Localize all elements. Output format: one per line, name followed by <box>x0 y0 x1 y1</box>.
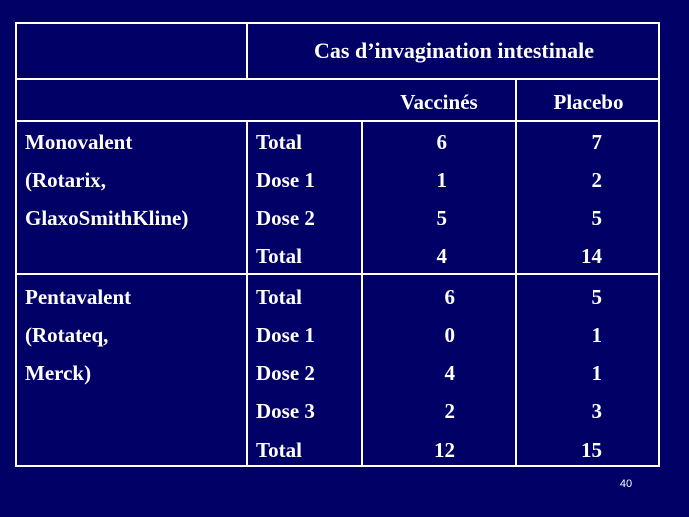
table-rule-group <box>15 273 660 275</box>
vaccines-value: 6 <box>444 285 456 309</box>
results-table <box>15 22 660 467</box>
row-label: Dose 1 <box>256 168 315 192</box>
vaccines-value: 4 <box>444 361 456 385</box>
table-rule-col2 <box>361 120 363 467</box>
placebo-value: 1 <box>591 361 603 385</box>
placebo-value: 5 <box>591 206 603 230</box>
vaccines-value: 5 <box>436 206 448 230</box>
group-name-line: Merck) <box>25 361 92 385</box>
row-label: Dose 2 <box>256 206 315 230</box>
table-rule-col3 <box>515 80 517 467</box>
group-name-line: (Rotateq, <box>25 323 109 347</box>
slide-number: 40 <box>619 478 633 490</box>
vaccines-value: 1 <box>436 168 448 192</box>
group-name-line: GlaxoSmithKline) <box>25 206 189 230</box>
placebo-value: 14 <box>581 244 602 268</box>
group-name-line: (Rotarix, <box>25 168 107 192</box>
placebo-value: 2 <box>591 168 603 192</box>
row-label: Dose 1 <box>256 323 315 347</box>
vaccines-value: 2 <box>444 399 456 423</box>
row-label: Total <box>256 130 302 154</box>
table-rule-col1 <box>246 22 248 80</box>
placebo-value: 1 <box>591 323 603 347</box>
vaccines-value: 4 <box>436 244 448 268</box>
column-header-vaccines: Vaccinés <box>400 90 478 114</box>
table-rule-header <box>15 78 660 80</box>
row-label: Total <box>256 438 302 462</box>
placebo-value: 15 <box>581 438 602 462</box>
table-title: Cas d’invagination intestinale <box>314 38 594 63</box>
placebo-value: 3 <box>591 399 603 423</box>
column-header-placebo: Placebo <box>553 90 624 114</box>
row-label: Dose 2 <box>256 361 315 385</box>
row-label: Total <box>256 285 302 309</box>
vaccines-value: 6 <box>436 130 448 154</box>
row-label: Dose 3 <box>256 399 315 423</box>
table-rule-subheader <box>15 120 660 122</box>
placebo-value: 7 <box>591 130 603 154</box>
vaccines-value: 12 <box>434 438 455 462</box>
table-rule-col1 <box>246 120 248 467</box>
group-name-line: Pentavalent <box>25 285 132 309</box>
vaccines-value: 0 <box>444 323 456 347</box>
group-name-line: Monovalent <box>25 130 133 154</box>
row-label: Total <box>256 244 302 268</box>
placebo-value: 5 <box>591 285 603 309</box>
